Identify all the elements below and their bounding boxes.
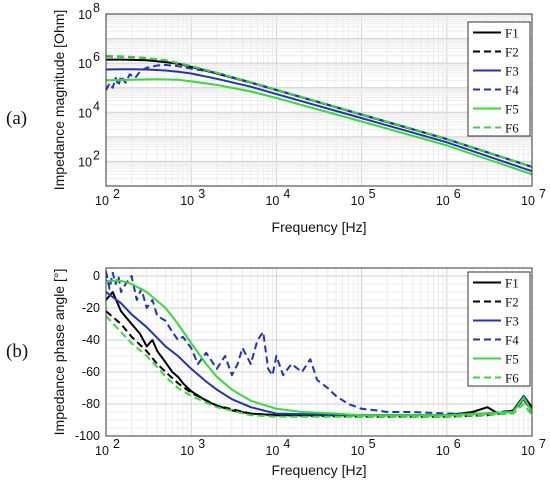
y-tick-label: -80 [82, 397, 100, 411]
x-tick-exponent: 5 [369, 437, 376, 451]
legend-box [467, 271, 531, 387]
x-tick-label: 10 [95, 194, 109, 208]
y-tick-label: 10 [78, 155, 92, 169]
series-line-f5 [106, 78, 532, 176]
legend-label-f4: F4 [505, 83, 519, 98]
series-group [106, 271, 532, 418]
x-axis-title: Frequency [Hz] [272, 219, 367, 235]
x-tick-label: 10 [95, 444, 109, 458]
series-line-f3 [106, 68, 532, 173]
x-tick-exponent: 5 [369, 187, 376, 201]
legend-label-f1: F1 [505, 26, 519, 41]
legend-label-f5: F5 [505, 352, 519, 367]
x-tick-label: 10 [436, 444, 450, 458]
legend: F1 F2 F3 F4 F5 F6 [467, 271, 531, 387]
x-tick-exponent: 6 [454, 187, 461, 201]
y-tick-label: 10 [78, 57, 92, 71]
x-tick-exponent: 4 [283, 187, 290, 201]
x-tick-exponent: 3 [198, 187, 205, 201]
x-tick-exponent: 4 [283, 437, 290, 451]
series-line-f2 [106, 310, 532, 418]
x-tick-label: 10 [180, 194, 194, 208]
plot-area [106, 268, 532, 436]
y-tick-label: 0 [93, 269, 100, 283]
y-tick-label: -100 [75, 429, 100, 443]
y-tick-label: -40 [82, 333, 100, 347]
x-tick-label: 10 [521, 444, 535, 458]
x-tick-exponent: 2 [113, 437, 120, 451]
grid [106, 267, 532, 436]
y-tick-exponent: 2 [93, 148, 100, 162]
series-line-f6 [106, 315, 532, 418]
legend-label-f6: F6 [505, 121, 519, 136]
y-tick-label: -60 [82, 365, 100, 379]
legend-box [467, 21, 531, 137]
legend-label-f3: F3 [505, 314, 519, 329]
legend-label-f1: F1 [505, 276, 519, 291]
legend-label-f2: F2 [505, 45, 519, 60]
chart-panel-2: 10 2 10 3 10 4 10 5 10 6 10 7 0 -20 -40 -60 -80 -100 Frequ… [6, 267, 546, 478]
y-tick-exponent: 8 [93, 1, 100, 15]
x-tick-exponent: 2 [113, 187, 120, 201]
series-group [106, 54, 532, 176]
legend-label-f4: F4 [505, 333, 519, 348]
axes-frame [105, 13, 533, 187]
x-tick-label: 10 [351, 194, 365, 208]
x-tick-exponent: 7 [539, 187, 546, 201]
x-tick-label: 10 [521, 194, 535, 208]
y-tick-label: 10 [78, 8, 92, 22]
axes-frame [105, 267, 533, 437]
series-line-f5 [106, 279, 532, 417]
y-tick-exponent: 6 [93, 50, 100, 64]
y-tick-exponent: 4 [93, 99, 100, 113]
y-tick-label: -20 [82, 301, 100, 315]
x-tick-label: 10 [351, 444, 365, 458]
series-line-f6 [106, 54, 532, 168]
x-tick-label: 10 [436, 194, 450, 208]
legend-label-f5: F5 [505, 102, 519, 117]
legend: F1 F2 F3 F4 F5 F6 [467, 21, 531, 137]
panel-label: (b) [6, 341, 28, 362]
y-tick-label: 10 [78, 106, 92, 120]
x-tick-exponent: 3 [198, 437, 205, 451]
legend-label-f3: F3 [505, 64, 519, 79]
x-tick-label: 10 [265, 194, 279, 208]
series-line-f4 [106, 271, 532, 415]
legend-label-f2: F2 [505, 295, 519, 310]
grid [106, 14, 532, 186]
x-axis-title: Frequency [Hz] [272, 462, 367, 478]
panel-label: (a) [6, 108, 27, 129]
legend-label-f6: F6 [505, 371, 519, 386]
x-tick-label: 10 [180, 444, 194, 458]
x-tick-exponent: 7 [539, 437, 546, 451]
x-tick-label: 10 [265, 444, 279, 458]
y-axis-title: Impedance phase angle [°] [51, 269, 67, 436]
y-axis-title: Impedance magnitude [Ohm] [51, 10, 67, 191]
x-tick-exponent: 6 [454, 437, 461, 451]
